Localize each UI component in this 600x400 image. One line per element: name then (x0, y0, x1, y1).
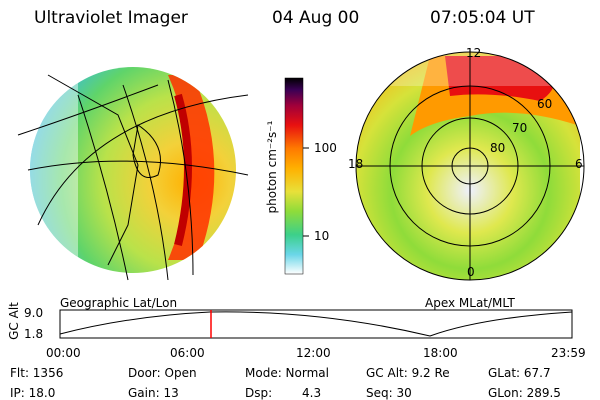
mlt-label-18: 18 (348, 157, 364, 171)
info-flt: Flt: 1356 (10, 366, 64, 380)
info-gain: Gain: 13 (128, 386, 179, 400)
instrument-title: Ultraviolet Imager (34, 8, 188, 28)
timeline-tick-2359: 23:59 (551, 346, 586, 360)
time-label: 07:05:04 UT (430, 8, 535, 28)
colorbar-tick-10: 10 (314, 229, 330, 243)
geographic-map-panel (17, 67, 249, 281)
mlt-label-12: 12 (466, 46, 482, 60)
timeline-tick-0000: 00:00 (46, 346, 81, 360)
timeline-ymin: 1.8 (24, 327, 44, 341)
info-gcalt: GC Alt: 9.2 Re (366, 366, 450, 380)
timeline-tick-1200: 12:00 (296, 346, 331, 360)
mlt-label-0: 0 (467, 265, 475, 279)
polar-map-panel (355, 51, 585, 281)
date-label: 04 Aug 00 (272, 8, 360, 28)
timeline-tick-0600: 06:00 (170, 346, 205, 360)
timeline-tick-1800: 18:00 (423, 346, 458, 360)
mlat-label-60: 60 (537, 97, 553, 111)
info-glat: GLat: 67.7 (488, 366, 551, 380)
mlat-label-70: 70 (512, 121, 528, 135)
info-glon: GLon: 289.5 (488, 386, 561, 400)
info-seq: Seq: 30 (366, 386, 412, 400)
info-door: Door: Open (128, 366, 197, 380)
info-ip: IP: 18.0 (10, 386, 56, 400)
colorbar-unit-label: photon cm⁻²s⁻¹ (265, 120, 279, 214)
timeline-plot (59, 309, 573, 339)
info-dsp-value: 4.3 (302, 386, 322, 400)
timeline-ymax: 9.0 (24, 306, 44, 320)
timeline-ylabel: GC Alt (7, 302, 21, 340)
colorbar-tick-100: 100 (314, 141, 337, 155)
info-dsp-label: Dsp: (245, 386, 273, 400)
right-panel-caption: Apex MLat/MLT (425, 296, 515, 310)
info-mode: Mode: Normal (245, 366, 329, 380)
colorbar (284, 77, 309, 275)
left-panel-caption: Geographic Lat/Lon (60, 296, 178, 310)
mlat-label-80: 80 (490, 141, 506, 155)
mlt-label-6: 6 (575, 157, 583, 171)
